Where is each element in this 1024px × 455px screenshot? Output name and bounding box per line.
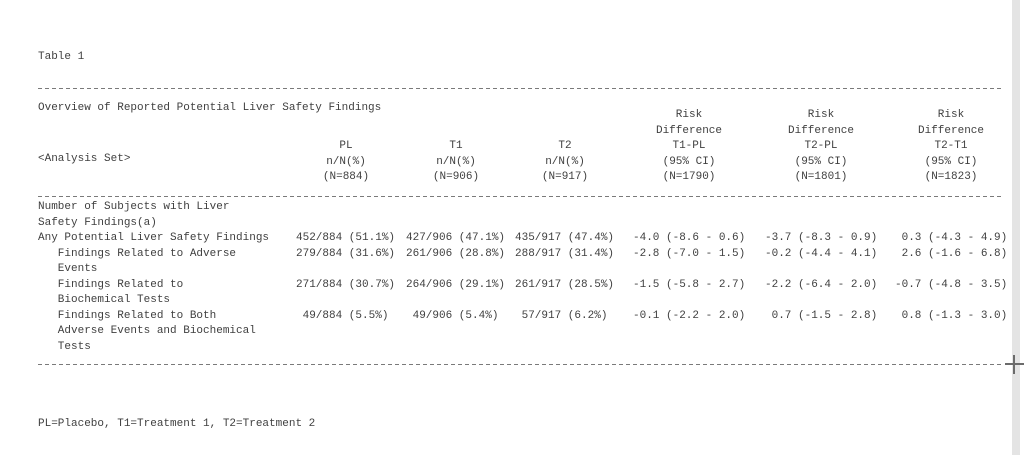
crosshair-cursor-horizontal (1005, 363, 1024, 365)
dashed-divider-bottom (38, 364, 1004, 365)
row-label: Findings Related to Biochemical Tests (57, 278, 184, 307)
table-row: Findings Related to Adverse Events 279/8… (0, 247, 1024, 278)
cell-t1: 261/906 (28.8%) (406, 247, 506, 260)
cell-risk-diff-t2-t1: 0.3 (-4.3 - 4.9) (895, 232, 1008, 244)
dashed-divider-header (38, 196, 1004, 197)
table-row: Any Potential Liver Safety Findings 452/… (0, 231, 1024, 247)
column-header-t2: T2 n/N(%) (N=917) (541, 140, 589, 183)
cell-risk-diff-t2-pl: -2.2 (-6.4 - 2.0) (765, 278, 878, 291)
cell-pl: 49/884 (5.5%) (296, 309, 389, 322)
column-header-risk-difference-t1-pl: Risk Difference T1-PL (95% CI) (N=1790) (655, 109, 722, 183)
table-row: Findings Related to Both Adverse Events … (0, 309, 1024, 356)
table-body: Number of Subjects with Liver Safety Fin… (0, 200, 1024, 355)
cell-risk-diff-t2-t1: -0.7 (-4.8 - 3.5) (895, 278, 1008, 291)
cell-pl: 452/884 (51.1%) (296, 232, 396, 244)
cell-t1: 49/906 (5.4%) (406, 309, 499, 322)
row-label: Findings Related to Adverse Events (57, 247, 237, 276)
column-header-risk-difference-t2-t1: Risk Difference T2-T1 (95% CI) (N=1823) (917, 109, 984, 183)
cell-risk-diff-t2-pl: -3.7 (-8.3 - 0.9) (765, 232, 878, 244)
row-label: Findings Related to Both Adverse Events … (57, 309, 256, 353)
cell-t1: 264/906 (29.1%) (406, 278, 506, 291)
row-label: Number of Subjects with Liver Safety Fin… (38, 201, 230, 229)
cell-t2: 261/917 (28.5%) (515, 278, 615, 291)
cell-risk-diff-t2-pl: -0.2 (-4.4 - 4.1) (765, 247, 878, 260)
cell-risk-diff-t1-pl: -2.8 (-7.0 - 1.5) (633, 247, 746, 260)
table-row: Findings Related to Biochemical Tests 27… (0, 278, 1024, 309)
cell-t2: 57/917 (6.2%) (515, 309, 608, 322)
vertical-scrollbar[interactable] (1012, 0, 1020, 455)
cell-t2: 288/917 (31.4%) (515, 247, 615, 260)
cell-risk-diff-t2-t1: 2.6 (-1.6 - 6.8) (895, 247, 1008, 260)
cell-risk-diff-t1-pl: -0.1 (-2.2 - 2.0) (633, 309, 746, 322)
dashed-divider-top (38, 88, 1004, 89)
column-header-risk-difference-t2-pl: Risk Difference T2-PL (95% CI) (N=1801) (787, 109, 854, 183)
cell-pl: 271/884 (30.7%) (296, 278, 396, 291)
title-block: Table 1 Overview of Reported Potential L… (38, 15, 381, 202)
cell-t1: 427/906 (47.1%) (406, 232, 506, 244)
cell-risk-diff-t2-t1: 0.8 (-1.3 - 3.0) (895, 309, 1008, 322)
cell-risk-diff-t1-pl: -4.0 (-8.6 - 0.6) (633, 232, 746, 244)
cell-pl: 279/884 (31.6%) (296, 247, 396, 260)
cell-risk-diff-t1-pl: -1.5 (-5.8 - 2.7) (633, 278, 746, 291)
column-header-t1: T1 n/N(%) (N=906) (432, 140, 480, 183)
footnote-abbreviations: PL=Placebo, T1=Treatment 1, T2=Treatment… (38, 418, 316, 430)
column-header-pl: PL n/N(%) (N=884) (322, 140, 370, 183)
table-title: Overview of Reported Potential Liver Saf… (38, 102, 382, 114)
row-label: Any Potential Liver Safety Findings (38, 232, 270, 244)
cell-t2: 435/917 (47.4%) (515, 232, 615, 244)
cell-risk-diff-t2-pl: 0.7 (-1.5 - 2.8) (765, 309, 878, 322)
analysis-set-label: <Analysis Set> (38, 153, 131, 165)
footnotes-block: PL=Placebo, T1=Treatment 1, T2=Treatment… (38, 384, 711, 455)
table-row: Number of Subjects with Liver Safety Fin… (0, 200, 1024, 231)
table-number: Table 1 (38, 51, 85, 63)
